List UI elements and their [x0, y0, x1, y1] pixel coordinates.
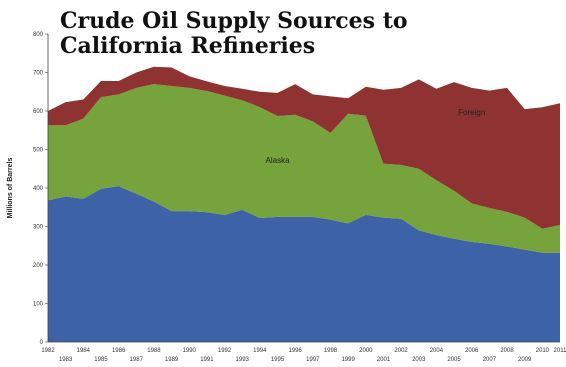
x-tick-label: 2001	[377, 357, 391, 363]
series-label-foreign: Foreign	[458, 108, 485, 117]
x-tick-label: 2010	[536, 348, 550, 354]
x-tick-label: 2002	[394, 348, 408, 354]
y-tick-label: 0	[40, 340, 44, 346]
y-tick-label: 600	[33, 109, 44, 115]
series-labels: Alaska Foreign	[266, 108, 486, 165]
x-tick-label: 1984	[77, 348, 91, 354]
area-series-foreign	[48, 66, 560, 229]
x-axis-ticks: 1982 1984 1986 1988 1990 1992 1994 1996 1998 2000…	[41, 348, 566, 363]
x-tick-label: 2004	[430, 348, 444, 354]
x-tick-label: 2005	[447, 357, 461, 363]
x-tick-label: 1988	[147, 348, 161, 354]
x-tick-label: 2009	[518, 357, 532, 363]
x-tick-label: 2007	[483, 357, 497, 363]
x-tick-label: 1996	[288, 348, 302, 354]
y-tick-label: 400	[33, 186, 44, 192]
y-axis-label: Millions of Barrels	[7, 158, 14, 219]
x-tick-label: 1990	[183, 348, 197, 354]
x-tick-label: 1992	[218, 348, 232, 354]
x-tick-label: 1986	[112, 348, 126, 354]
x-tick-label: 1997	[306, 357, 320, 363]
y-tick-label: 100	[33, 302, 44, 308]
area-series-alaska	[48, 84, 560, 253]
x-tick-label: 2006	[465, 348, 479, 354]
y-axis-ticks: 0 100 200 300 400 500 600 700 800	[33, 32, 48, 346]
x-tick-label: 2003	[412, 357, 426, 363]
x-tick-label: 1993	[236, 357, 250, 363]
x-tick-label: 1995	[271, 357, 285, 363]
x-tick-label: 1989	[165, 357, 179, 363]
x-tick-label: 1987	[130, 357, 144, 363]
y-tick-label: 700	[33, 71, 44, 77]
y-tick-label: 300	[33, 225, 44, 231]
y-tick-label: 500	[33, 148, 44, 154]
x-tick-label: 1982	[41, 348, 55, 354]
x-tick-label: 2000	[359, 348, 373, 354]
x-tick-label: 1983	[59, 357, 73, 363]
series-label-alaska: Alaska	[266, 156, 291, 165]
x-tick-label: 1991	[200, 357, 214, 363]
x-tick-label: 1999	[341, 357, 355, 363]
chart-title-line-1: Crude Oil Supply Sources to	[60, 8, 408, 34]
x-tick-label: 1998	[324, 348, 338, 354]
x-tick-label: 2011	[554, 348, 566, 354]
x-tick-label: 1985	[94, 357, 108, 363]
x-tick-label: 1994	[253, 348, 267, 354]
y-tick-label: 800	[33, 32, 44, 38]
chart-title-line-2: California Refineries	[60, 33, 315, 59]
y-tick-label: 200	[33, 263, 44, 269]
x-tick-label: 2008	[500, 348, 514, 354]
area-series-series-1	[48, 186, 560, 342]
plot-area	[48, 66, 560, 342]
